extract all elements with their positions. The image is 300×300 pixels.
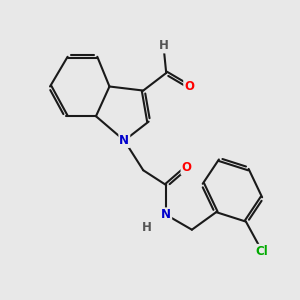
Text: Cl: Cl (256, 245, 268, 258)
Text: N: N (119, 134, 129, 147)
Text: N: N (161, 208, 171, 221)
Text: H: H (159, 40, 168, 52)
Text: H: H (142, 220, 152, 233)
Text: O: O (184, 80, 194, 93)
Text: O: O (182, 161, 191, 174)
